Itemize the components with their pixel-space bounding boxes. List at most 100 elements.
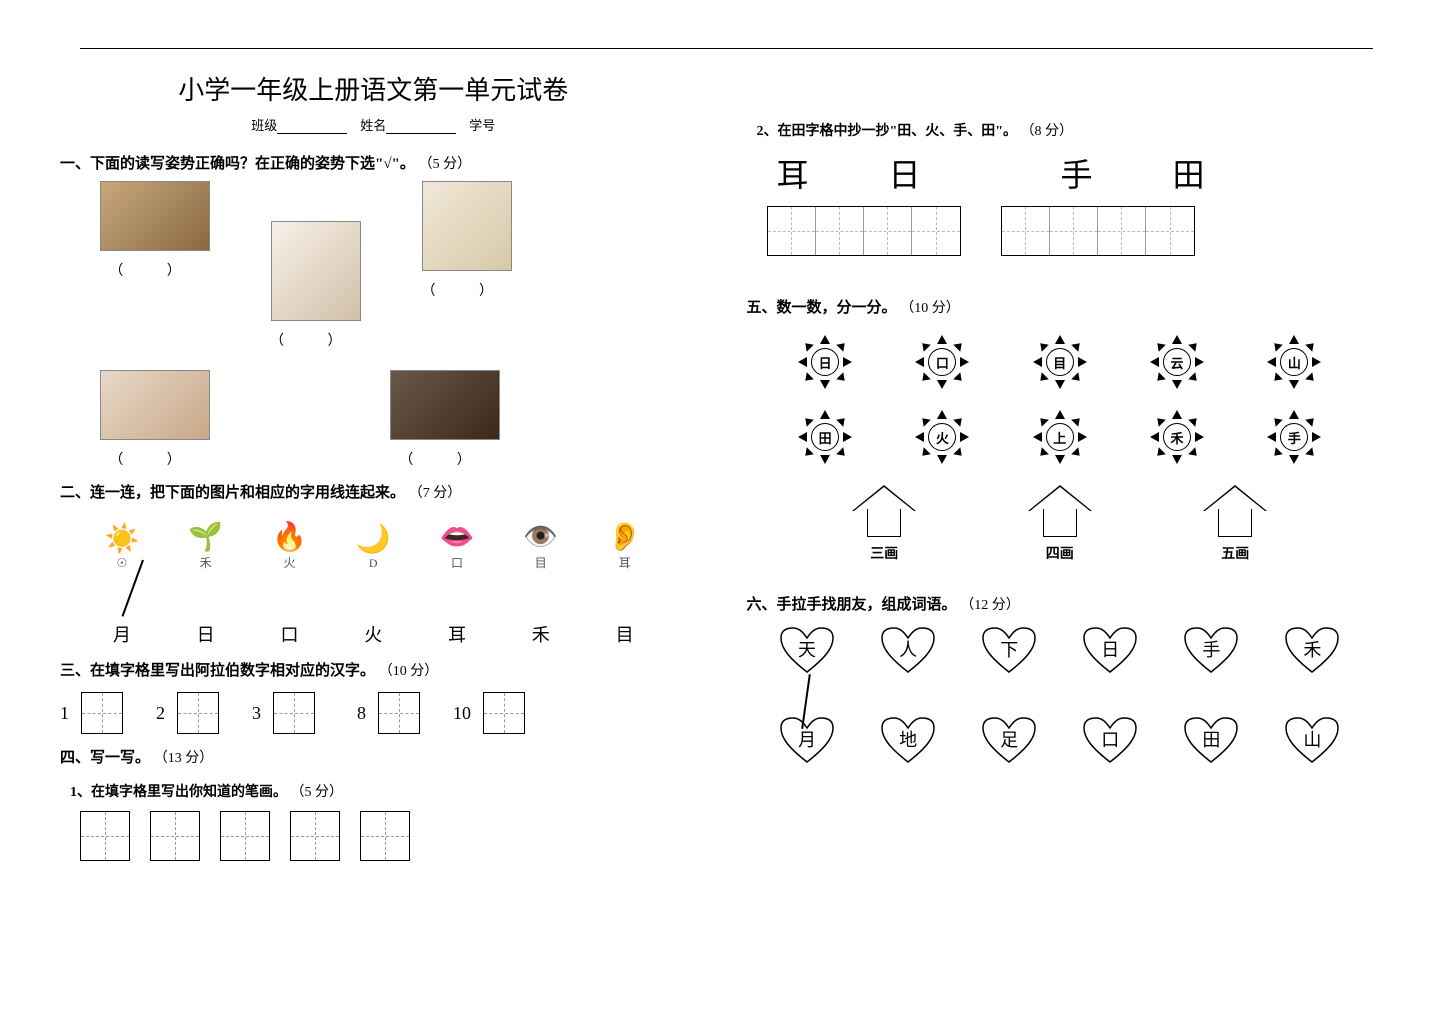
photo-3 xyxy=(271,221,361,321)
char-3: 火 xyxy=(364,621,382,647)
sun-char: 田 xyxy=(795,407,855,467)
arrow-label-1: 三画 xyxy=(849,543,919,563)
paren-3: （ ） xyxy=(270,330,362,350)
ex-2: 手 xyxy=(1061,150,1093,196)
char-1: 日 xyxy=(197,621,215,647)
copy-grids xyxy=(747,206,1374,256)
sun-char: 口 xyxy=(912,332,972,392)
num-1: 1 xyxy=(60,703,69,724)
example-chars: 耳 日 手 田 xyxy=(747,150,1374,196)
s3-points: （10 分） xyxy=(379,664,439,679)
sun-row-2: 田火上禾手 xyxy=(747,407,1374,467)
char-row: 月 日 口 火 耳 禾 目 xyxy=(60,621,687,647)
section-1-title: 一、下面的读写姿势正确吗？在正确的姿势下选"√"。 （5 分） xyxy=(60,152,687,173)
s1-points: （5 分） xyxy=(419,157,472,172)
s4-2-text: 2、在田字格中抄一抄"田、火、手、田"。 xyxy=(757,124,1018,139)
sg-2 xyxy=(150,811,200,861)
s5-points: （10 分） xyxy=(900,301,960,316)
arrow-label-2: 四画 xyxy=(1025,543,1095,563)
section-5-title: 五、数一数，分一分。 （10 分） xyxy=(747,296,1374,317)
sun-char: 火 xyxy=(912,407,972,467)
section-3-title: 三、在填字格里写出阿拉伯数字相对应的汉字。 （10 分） xyxy=(60,659,687,680)
multi-1 xyxy=(767,206,961,256)
sg-4 xyxy=(290,811,340,861)
eye-icon: 👁️目 xyxy=(523,520,558,571)
plant-icon: 🌱禾 xyxy=(188,520,223,571)
sun-char: 上 xyxy=(1030,407,1090,467)
paren-2: （ ） xyxy=(422,280,514,300)
heart-char: 月 xyxy=(779,716,835,766)
section-4-1-title: 1、在填字格里写出你知道的笔画。 （5 分） xyxy=(70,781,687,801)
posture-3: （ ） xyxy=(270,221,362,350)
grid-1 xyxy=(81,692,123,734)
s4-1-points: （5 分） xyxy=(291,785,344,800)
fire-icon: 🔥火 xyxy=(272,520,307,571)
s2-points: （7 分） xyxy=(409,486,462,501)
name-blank xyxy=(386,120,456,134)
paren-4: （ ） xyxy=(100,449,210,469)
char-6: 目 xyxy=(616,621,634,647)
sun-row-1: 日口目云山 xyxy=(747,332,1374,392)
char-5: 禾 xyxy=(532,621,550,647)
arrow-label-3: 五画 xyxy=(1200,543,1270,563)
arrow-row: 三画 四画 五画 xyxy=(747,487,1374,563)
s4-2-points: （8 分） xyxy=(1021,124,1074,139)
posture-2: （ ） xyxy=(422,181,514,350)
sg-5 xyxy=(360,811,410,861)
s6-points: （12 分） xyxy=(960,598,1020,613)
num-2: 2 xyxy=(156,703,165,724)
heart-row-1: 天人下日手禾 xyxy=(747,626,1374,676)
s2-text: 二、连一连，把下面的图片和相应的字用线连起来。 xyxy=(60,485,405,501)
grid-10 xyxy=(483,692,525,734)
left-column: 小学一年级上册语文第一单元试卷 班级 姓名 学号 一、下面的读写姿势正确吗？在正… xyxy=(60,70,687,861)
sun-char: 日 xyxy=(795,332,855,392)
heart-char: 天 xyxy=(779,626,835,676)
class-label: 班级 xyxy=(251,118,277,133)
moon-icon: 🌙D xyxy=(356,522,391,571)
heart-char: 手 xyxy=(1183,626,1239,676)
arrow-2: 四画 xyxy=(1025,487,1095,563)
sun-char: 目 xyxy=(1030,332,1090,392)
posture-images: （ ） （ ） （ ） （ ） xyxy=(60,181,687,469)
grid-8 xyxy=(378,692,420,734)
sun-char: 山 xyxy=(1264,332,1324,392)
heart-char: 人 xyxy=(880,626,936,676)
s6-text: 六、手拉手找朋友，组成词语。 xyxy=(747,597,957,613)
posture-4: （ ） xyxy=(100,370,210,469)
section-2-title: 二、连一连，把下面的图片和相应的字用线连起来。 （7 分） xyxy=(60,481,687,502)
heart-char: 田 xyxy=(1183,716,1239,766)
sun-char: 云 xyxy=(1147,332,1207,392)
char-0: 月 xyxy=(113,621,131,647)
heart-row-2: 月地足口田山 xyxy=(747,716,1374,766)
s4-text: 四、写一写。 xyxy=(60,750,150,766)
heart-char: 地 xyxy=(880,716,936,766)
photo-4 xyxy=(100,370,210,440)
photo-1 xyxy=(100,181,210,251)
header-fields: 班级 姓名 学号 xyxy=(60,115,687,134)
section-6-title: 六、手拉手找朋友，组成词语。 （12 分） xyxy=(747,593,1374,614)
top-rule xyxy=(80,48,1373,49)
grid-2 xyxy=(177,692,219,734)
num-3: 3 xyxy=(252,703,261,724)
ear-icon: 👂耳 xyxy=(607,520,642,571)
heart-char: 下 xyxy=(981,626,1037,676)
sun-icon: ☀️☉ xyxy=(104,522,139,571)
name-label: 姓名 xyxy=(360,118,386,133)
sg-3 xyxy=(220,811,270,861)
sun-char: 禾 xyxy=(1147,407,1207,467)
arrow-3: 五画 xyxy=(1200,487,1270,563)
s4-1-text: 1、在填字格里写出你知道的笔画。 xyxy=(70,785,287,800)
stroke-grids xyxy=(80,811,687,861)
posture-1: （ ） xyxy=(100,181,210,350)
ex-3: 田 xyxy=(1173,150,1205,196)
page-title: 小学一年级上册语文第一单元试卷 xyxy=(60,70,687,107)
multi-2 xyxy=(1001,206,1195,256)
grid-3 xyxy=(273,692,315,734)
s5-text: 五、数一数，分一分。 xyxy=(747,300,897,316)
photo-2 xyxy=(422,181,512,271)
sg-1 xyxy=(80,811,130,861)
right-column: 2、在田字格中抄一抄"田、火、手、田"。 （8 分） 耳 日 手 田 五、数一数… xyxy=(747,70,1374,861)
heart-char: 日 xyxy=(1082,626,1138,676)
heart-char: 山 xyxy=(1284,716,1340,766)
id-label: 学号 xyxy=(469,118,495,133)
